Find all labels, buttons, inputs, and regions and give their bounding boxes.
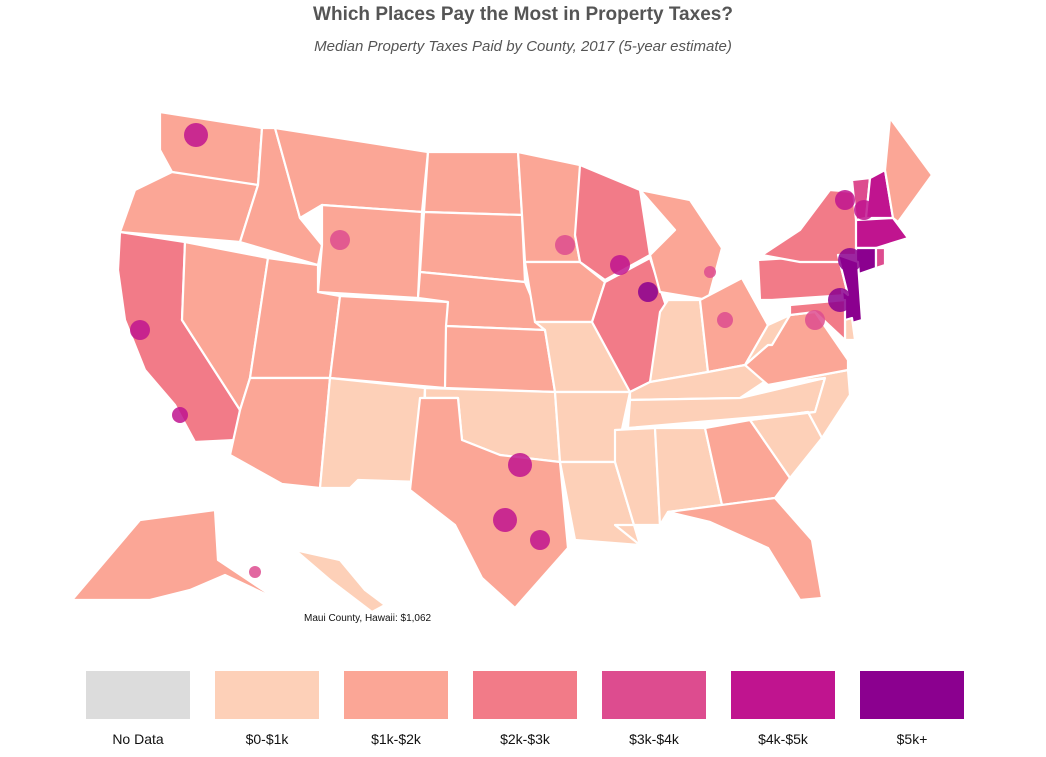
state-ri[interactable]: [874, 246, 887, 270]
state-nm[interactable]: [318, 376, 427, 490]
legend-item-4k-5k[interactable]: $4k-$5k: [731, 671, 835, 747]
legend-label: $5k+: [896, 731, 928, 747]
state-co[interactable]: [328, 294, 450, 390]
county-cluster[interactable]: [717, 312, 733, 328]
legend-item-no-data[interactable]: No Data: [86, 671, 190, 747]
legend-swatch: [731, 671, 835, 719]
county-cluster[interactable]: [704, 266, 716, 278]
legend-item-3k-4k[interactable]: $3k-$4k: [602, 671, 706, 747]
state-wv[interactable]: [740, 276, 792, 367]
legend-swatch: [602, 671, 706, 719]
county-cluster[interactable]: [330, 230, 350, 250]
county-cluster[interactable]: [835, 190, 855, 210]
county-cluster[interactable]: [130, 320, 150, 340]
state-fl[interactable]: [666, 496, 824, 602]
state-nc[interactable]: [748, 368, 852, 440]
state-ma[interactable]: [854, 216, 910, 250]
county-cluster[interactable]: [530, 530, 550, 550]
legend-swatch: [344, 671, 448, 719]
state-ks[interactable]: [443, 324, 557, 394]
county-cluster[interactable]: [610, 255, 630, 275]
state-de[interactable]: [843, 316, 857, 342]
legend-swatch: [860, 671, 964, 719]
legend-swatch: [86, 671, 190, 719]
legend-label: No Data: [112, 731, 164, 747]
county-cluster[interactable]: [854, 200, 874, 220]
legend-label: $2k-$3k: [500, 731, 550, 747]
county-cluster[interactable]: [249, 566, 261, 578]
county-cluster[interactable]: [508, 453, 532, 477]
legend-item-5k-plus[interactable]: $5k+: [860, 671, 964, 747]
county-cluster[interactable]: [805, 310, 825, 330]
legend-label: $0-$1k: [245, 731, 289, 747]
state-wy[interactable]: [316, 203, 424, 300]
legend-label: $1k-$2k: [371, 731, 421, 747]
state-me[interactable]: [883, 116, 934, 224]
state-ms[interactable]: [613, 426, 662, 547]
county-cluster[interactable]: [638, 282, 658, 302]
state-mi[interactable]: [638, 188, 724, 302]
state-ak[interactable]: [70, 508, 280, 602]
county-cluster[interactable]: [838, 248, 862, 272]
county-cluster[interactable]: [184, 123, 208, 147]
legend-item-1k-2k[interactable]: $1k-$2k: [344, 671, 448, 747]
legend-swatch: [215, 671, 319, 719]
legend-swatch: [473, 671, 577, 719]
state-tx[interactable]: [408, 396, 570, 610]
state-or[interactable]: [118, 170, 260, 244]
state-nd[interactable]: [422, 150, 524, 217]
map-subtitle: Median Property Taxes Paid by County, 20…: [314, 38, 732, 55]
state-sd[interactable]: [418, 210, 527, 284]
map-tooltip: Maui County, Hawaii: $1,062: [304, 613, 432, 624]
legend: No Data $0-$1k $1k-$2k $2k-$3k $3k-$4k $…: [0, 671, 1046, 757]
map-title: Which Places Pay the Most in Property Ta…: [313, 4, 733, 25]
state-mt[interactable]: [273, 126, 430, 220]
county-cluster[interactable]: [493, 508, 517, 532]
county-cluster[interactable]: [555, 235, 575, 255]
us-county-map: [70, 110, 934, 614]
legend-label: $4k-$5k: [758, 731, 808, 747]
legend-label: $3k-$4k: [629, 731, 679, 747]
state-az[interactable]: [228, 376, 332, 490]
legend-item-2k-3k[interactable]: $2k-$3k: [473, 671, 577, 747]
state-ga[interactable]: [703, 418, 792, 507]
legend-item-0-1k[interactable]: $0-$1k: [215, 671, 319, 747]
state-hi[interactable]: [293, 548, 387, 614]
county-cluster[interactable]: [172, 407, 188, 423]
county-cluster[interactable]: [828, 288, 852, 312]
